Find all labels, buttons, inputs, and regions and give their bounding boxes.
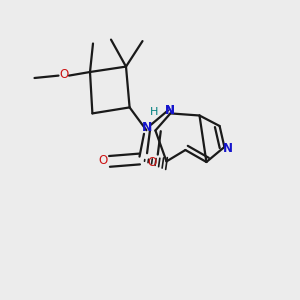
Text: O: O [59,68,68,81]
Text: N: N [222,142,233,155]
Text: N: N [142,121,152,134]
Text: N: N [165,104,175,117]
Text: O: O [148,156,157,170]
Text: H: H [150,107,158,117]
Text: N: N [165,104,175,117]
Text: O: O [98,154,107,167]
